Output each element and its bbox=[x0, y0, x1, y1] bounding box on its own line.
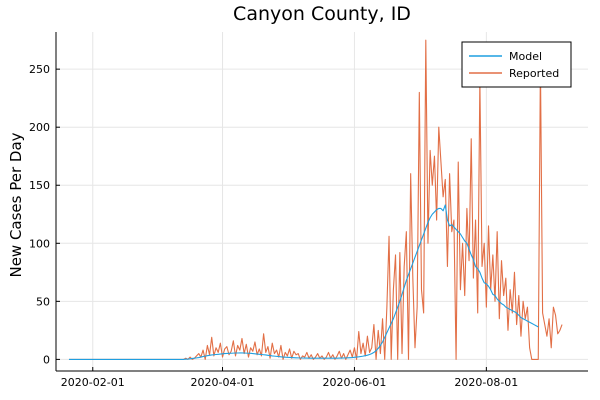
legend-label-model: Model bbox=[509, 50, 542, 63]
x-tick-label: 2020-06-01 bbox=[322, 376, 386, 389]
x-ticks: 2020-02-01 2020-04-01 2020-06-01 2020-08-01 bbox=[61, 367, 518, 389]
x-tick-label: 2020-08-01 bbox=[454, 376, 518, 389]
x-tick-label: 2020-04-01 bbox=[191, 376, 255, 389]
series-line-reported bbox=[68, 39, 563, 360]
x-tick-label: 2020-02-01 bbox=[61, 376, 125, 389]
y-axis-label: New Cases Per Day bbox=[7, 132, 25, 277]
y-tick-label: 100 bbox=[29, 237, 50, 250]
y-tick-label: 50 bbox=[36, 295, 50, 308]
y-tick-label: 250 bbox=[29, 63, 50, 76]
y-tick-label: 200 bbox=[29, 121, 50, 134]
plot-area bbox=[68, 39, 563, 360]
legend: Model Reported bbox=[461, 41, 572, 88]
y-ticks: 0 50 100 150 200 250 bbox=[29, 63, 60, 366]
series-line-model bbox=[68, 204, 539, 360]
axes bbox=[55, 32, 588, 372]
y-tick-label: 150 bbox=[29, 179, 50, 192]
y-tick-label: 0 bbox=[43, 353, 50, 366]
chart-title: Canyon County, ID bbox=[233, 3, 411, 25]
legend-box bbox=[461, 41, 572, 88]
legend-label-reported: Reported bbox=[509, 67, 559, 80]
